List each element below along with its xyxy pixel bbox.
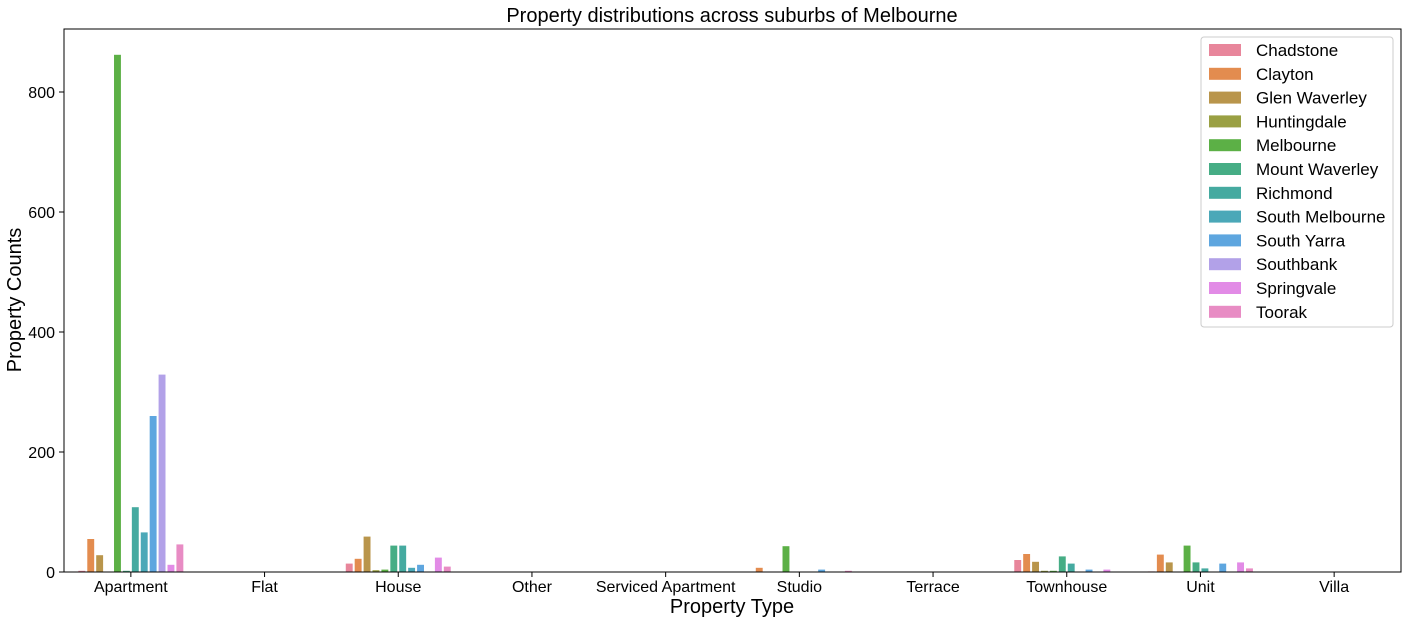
bars-group [78,54,1253,573]
x-tick-label: Flat [251,579,278,596]
x-tick-label: House [375,579,421,596]
bar-south-yarra [1085,569,1093,572]
x-axis: Apartment Flat House Other Serviced Apartmen… [94,572,1349,596]
legend-label: Richmond [1256,184,1333,203]
y-axis: 0 200 400 600 800 [28,85,64,582]
legend-label: Glen Waverley [1256,89,1367,108]
bar-melbourne [782,546,790,572]
legend-swatch [1209,91,1241,104]
legend-swatch [1209,210,1241,223]
bar-glen-waverley [1032,561,1040,572]
bar-melbourne [381,569,389,572]
y-tick-label: 400 [28,325,55,342]
bar-richmond [1067,563,1075,572]
legend-swatch [1209,258,1241,271]
legend-label: Melbourne [1256,136,1336,155]
bar-toorak [1246,568,1253,572]
bar-springvale [1237,562,1245,572]
bar-mount-waverley [1192,562,1200,572]
x-tick-label: Other [512,579,553,596]
bar-clayton [755,567,763,572]
plot-frame [63,28,1402,573]
bar-chadstone [345,563,353,572]
legend-swatch [1209,186,1241,199]
x-tick-label: Unit [1186,579,1215,596]
bar-melbourne [1183,545,1191,572]
bar-huntingdale [372,570,380,572]
x-tick-label: Studio [777,579,822,596]
bar-south-melbourne [408,567,416,572]
chart-title: Property distributions across suburbs of… [506,5,957,27]
bar-melbourne [1049,570,1057,572]
bar-springvale [167,564,175,572]
bar-richmond [1201,568,1209,572]
bar-mount-waverley [122,570,130,572]
bar-clayton [1156,554,1164,572]
bar-clayton [87,539,95,572]
legend-label: Huntingdale [1256,112,1347,131]
legend-swatch [1209,282,1241,294]
x-tick-label: Villa [1319,579,1349,596]
bar-southbank [158,374,166,572]
y-tick-label: 200 [28,445,55,462]
legend-label: Chadstone [1256,41,1338,60]
legend-swatch [1209,163,1241,175]
bar-south-yarra [149,416,157,572]
bar-melbourne [114,54,121,573]
bar-chadstone [1014,560,1022,572]
legend-swatch [1209,234,1241,247]
legend-swatch [1209,139,1241,152]
y-tick-label: 0 [46,565,55,582]
legend-swatch [1209,305,1241,318]
x-tick-label: Apartment [94,579,168,596]
legend-label: Southbank [1256,255,1338,274]
legend-label: Mount Waverley [1256,160,1379,179]
bar-toorak [844,570,852,572]
legend: Chadstone Clayton Glen Waverley Huntingdale… [1200,36,1394,328]
bar-springvale [434,557,442,572]
x-tick-label: Townhouse [1026,579,1107,596]
legend-swatch [1209,44,1241,56]
bar-south-melbourne [140,532,148,572]
x-tick-label: Serviced Apartment [596,579,736,596]
bar-mount-waverley [1058,556,1066,572]
legend-swatch [1209,115,1241,128]
bar-huntingdale [1041,570,1048,572]
bar-glen-waverley [1165,562,1173,572]
bar-richmond [131,507,139,572]
bar-clayton [354,558,362,572]
legend-swatch [1209,67,1241,80]
bar-south-yarra [417,564,424,572]
bar-springvale [1103,569,1111,572]
x-tick-label: Terrace [906,579,959,596]
legend-label: South Melbourne [1256,208,1385,227]
bar-chadstone [78,570,86,572]
y-tick-label: 600 [28,205,55,222]
legend-frame [1200,36,1394,328]
bar-toorak [176,544,184,572]
bar-richmond [399,545,407,572]
legend-label: Clayton [1256,65,1314,84]
y-axis-title: Property Counts [4,228,26,373]
bar-mount-waverley [390,545,398,572]
bar-glen-waverley [363,536,371,572]
bar-toorak [443,566,451,572]
legend-label: South Yarra [1256,231,1346,250]
bar-clayton [1023,554,1031,572]
y-tick-label: 800 [28,85,55,102]
x-axis-title: Property Type [670,596,794,618]
legend-label: Springvale [1256,279,1336,298]
bar-glen-waverley [96,555,104,572]
legend-label: Toorak [1256,303,1308,322]
bar-south-yarra [1219,563,1227,572]
bar-south-yarra [818,569,826,572]
